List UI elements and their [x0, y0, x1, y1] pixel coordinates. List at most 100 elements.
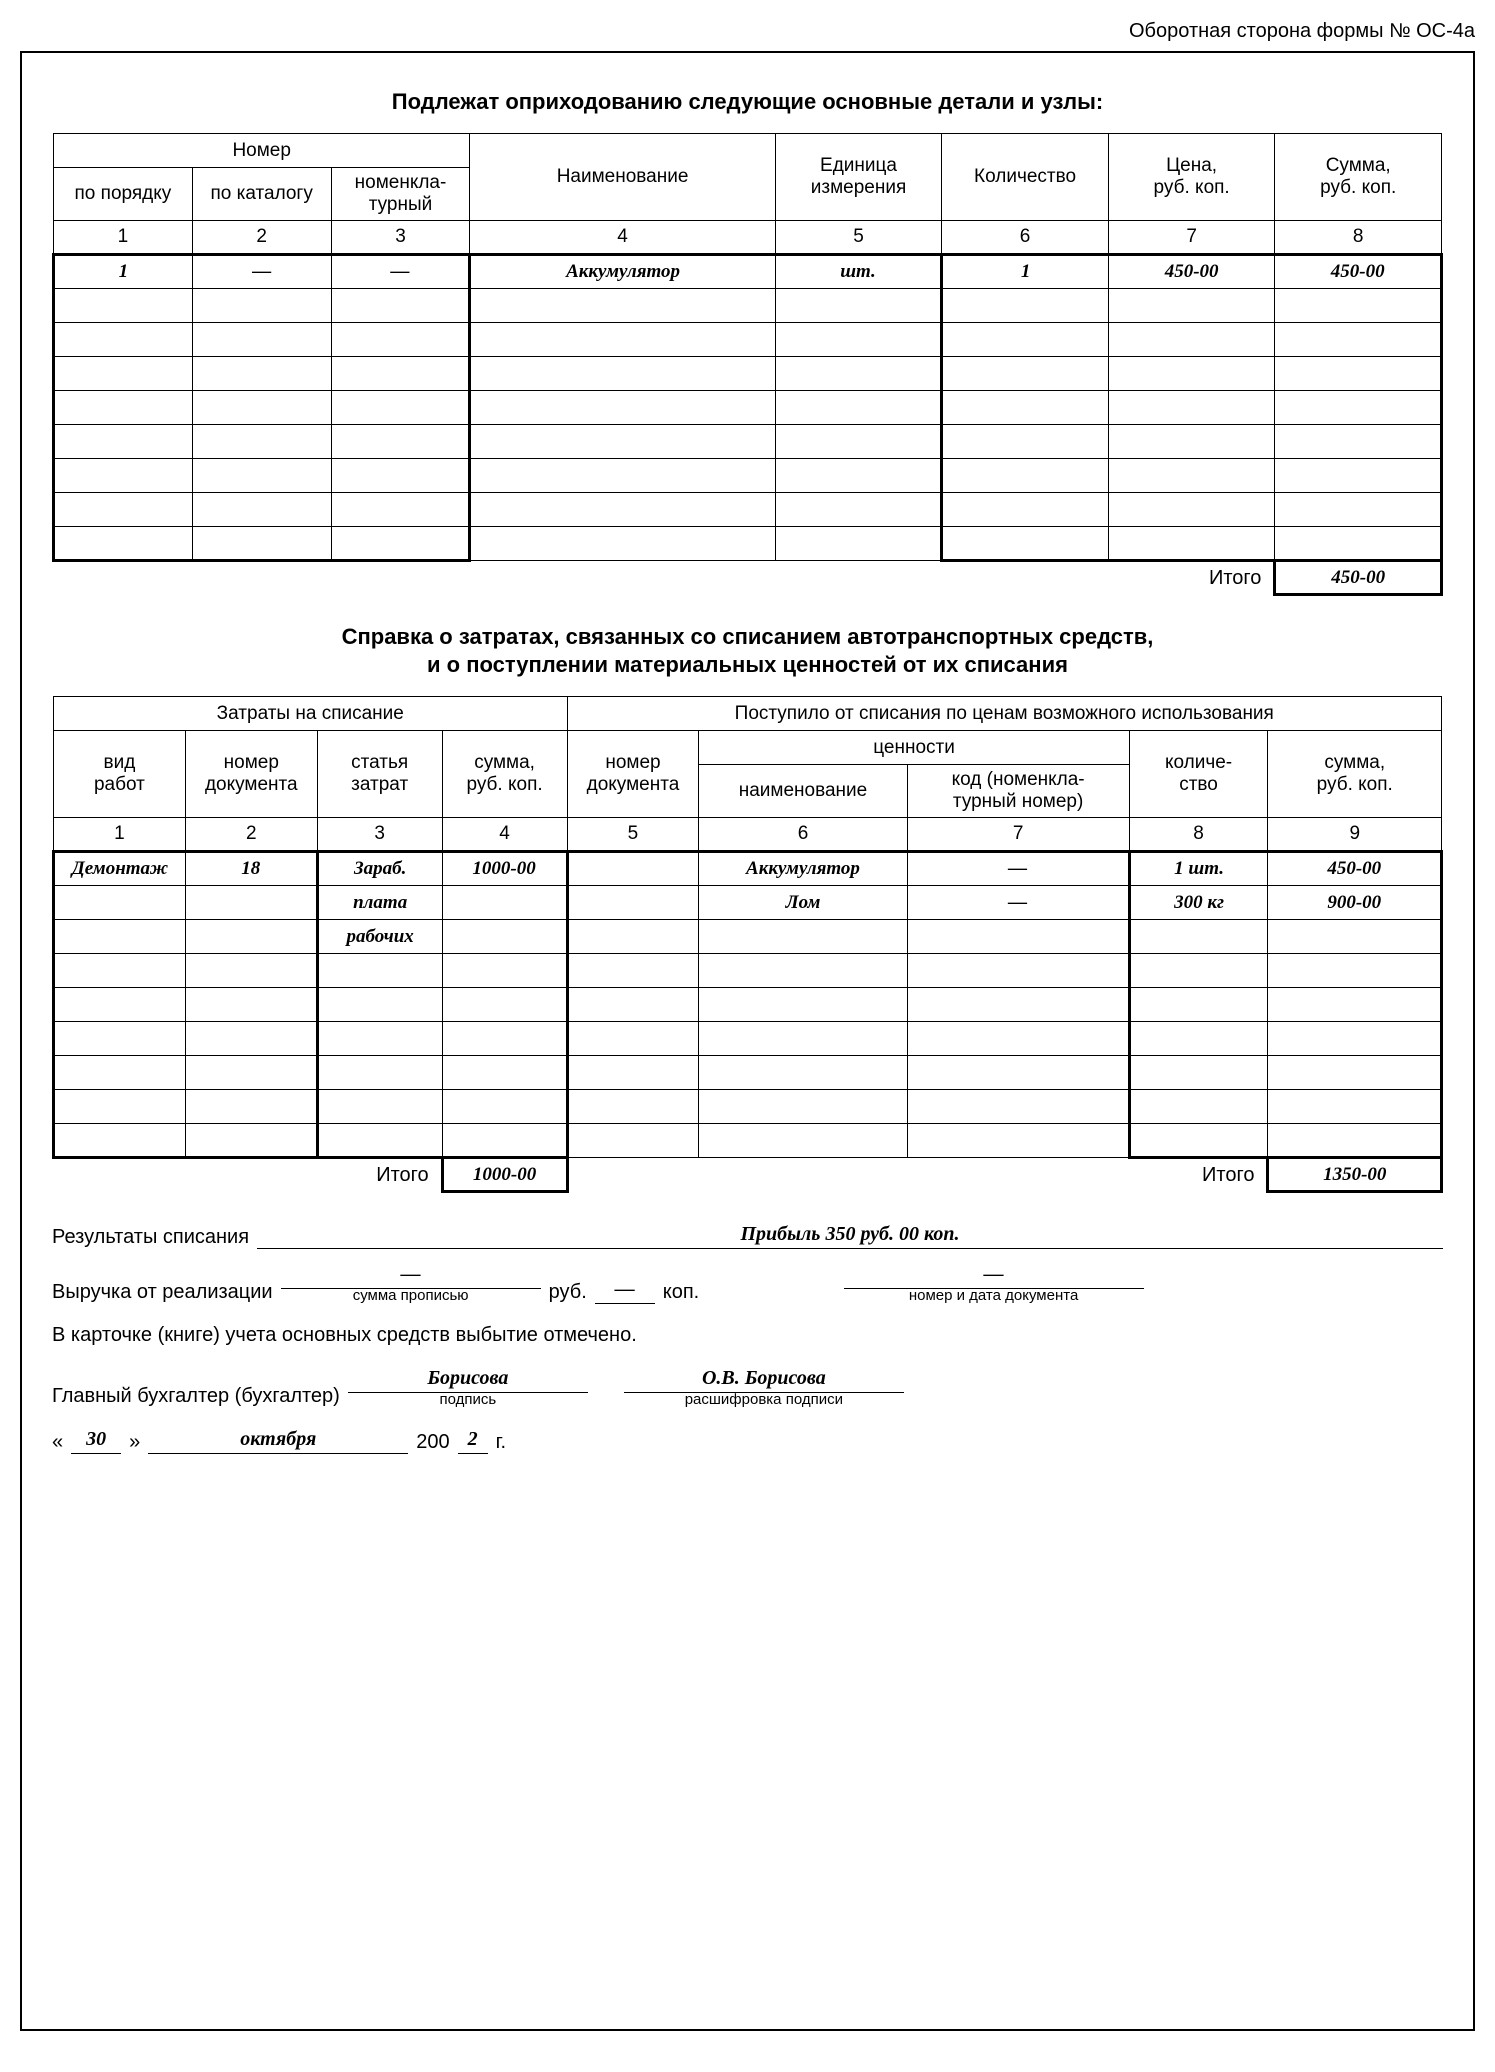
month-fill: октября	[148, 1428, 408, 1454]
t1-h-nomer: Номер	[54, 134, 470, 168]
t2-h-nd1: номер документа	[185, 731, 317, 818]
year-digit: 2	[458, 1428, 488, 1454]
section2-title-l2: и о поступлении материальных ценностей о…	[52, 652, 1443, 678]
t2-r3c1	[54, 920, 186, 954]
t2-r2c6: Лом	[699, 886, 907, 920]
t2-r1c8: 1 шт.	[1129, 852, 1268, 886]
t2-h-summa: сумма, руб. коп.	[442, 731, 567, 818]
section2-title-l1: Справка о затратах, связанных со списани…	[52, 624, 1443, 650]
fullname-fill: О.В. Борисова	[624, 1367, 904, 1393]
t2-r1c4: 1000-00	[442, 852, 567, 886]
year-suffix: г.	[496, 1431, 506, 1454]
t1-itogo-label: Итого	[54, 561, 1275, 595]
t1-cn8: 8	[1275, 221, 1442, 255]
t1-itogo-val: 450-00	[1275, 561, 1442, 595]
kop-label: коп.	[663, 1281, 699, 1304]
t1-h-pop: по порядку	[54, 168, 193, 221]
t2-r3c8	[1129, 920, 1268, 954]
t2-cn2: 2	[185, 818, 317, 852]
quote-close: »	[129, 1431, 140, 1454]
t2-cn6: 6	[699, 818, 907, 852]
t2-cn9: 9	[1268, 818, 1442, 852]
kop-fill: —	[595, 1278, 655, 1304]
t1-cn4: 4	[470, 221, 775, 255]
rassh-sublabel: расшифровка подписи	[624, 1391, 904, 1408]
t2-h-tsennosti: ценности	[699, 731, 1129, 765]
t2-itogo-right: 1350-00	[1268, 1158, 1442, 1192]
t2-r2c4	[442, 886, 567, 920]
table1: Номер Наименование Единица измерения Кол…	[52, 133, 1443, 596]
t2-h-summa2: сумма, руб. коп.	[1268, 731, 1442, 818]
t2-r3c9	[1268, 920, 1442, 954]
t1-r1c3: —	[331, 255, 470, 289]
t2-r3c4	[442, 920, 567, 954]
t1-h-kolvo: Количество	[942, 134, 1109, 221]
t1-cn1: 1	[54, 221, 193, 255]
t2-r3c7	[907, 920, 1129, 954]
summa-prop-fill: —	[281, 1263, 541, 1289]
t2-r2c7: —	[907, 886, 1129, 920]
t2-r1c3: Зараб.	[317, 852, 442, 886]
t2-cn3: 3	[317, 818, 442, 852]
vyruchka-label: Выручка от реализации	[52, 1281, 273, 1304]
t2-r3c5	[567, 920, 699, 954]
t1-r1c2: —	[192, 255, 331, 289]
t2-r2c2	[185, 886, 317, 920]
t2-cn4: 4	[442, 818, 567, 852]
t2-cn5: 5	[567, 818, 699, 852]
glavbuh-label: Главный бухгалтер (бухгалтер)	[52, 1385, 340, 1408]
t2-r2c5	[567, 886, 699, 920]
t1-r1c4: Аккумулятор	[470, 255, 775, 289]
t2-r2c8: 300 кг	[1129, 886, 1268, 920]
t1-h-summa: Сумма, руб. коп.	[1275, 134, 1442, 221]
summa-prop-sublabel: сумма прописью	[281, 1287, 541, 1304]
sig-fill: Борисова	[348, 1367, 588, 1393]
t2-r1c7: —	[907, 852, 1129, 886]
t1-r1c6: 1	[942, 255, 1109, 289]
t1-r1c7: 450-00	[1108, 255, 1275, 289]
t2-h-zatraty: Затраты на списание	[54, 697, 568, 731]
t1-cn2: 2	[192, 221, 331, 255]
t2-r3c6	[699, 920, 907, 954]
t1-r1c5: шт.	[775, 255, 942, 289]
podpis-sublabel: подпись	[348, 1391, 588, 1408]
t2-itogo-right-label: Итого	[567, 1158, 1268, 1192]
table2: Затраты на списание Поступило от списани…	[52, 696, 1443, 1193]
t1-cn6: 6	[942, 221, 1109, 255]
t2-cn8: 8	[1129, 818, 1268, 852]
t2-h-nd2: номер документа	[567, 731, 699, 818]
t2-r1c2: 18	[185, 852, 317, 886]
rezult-val: Прибыль 350 руб. 00 коп.	[257, 1223, 1443, 1249]
t2-cn7: 7	[907, 818, 1129, 852]
nomer-data-fill: —	[844, 1263, 1144, 1289]
t1-h-edizm: Единица измерения	[775, 134, 942, 221]
rub-label: руб.	[549, 1281, 587, 1304]
t2-itogo-left: 1000-00	[442, 1158, 567, 1192]
t2-r2c3: плата	[317, 886, 442, 920]
section1-title: Подлежат оприходованию следующие основны…	[52, 89, 1443, 115]
t1-cn7: 7	[1108, 221, 1275, 255]
t2-r1c5	[567, 852, 699, 886]
kartochka-text: В карточке (книге) учета основных средст…	[52, 1324, 1443, 1347]
t2-r1c1: Демонтаж	[54, 852, 186, 886]
t2-r2c9: 900-00	[1268, 886, 1442, 920]
t2-cn1: 1	[54, 818, 186, 852]
t2-r3c2	[185, 920, 317, 954]
t1-h-tsena: Цена, руб. коп.	[1108, 134, 1275, 221]
t1-cn3: 3	[331, 221, 470, 255]
t2-h-naimen: наименование	[699, 765, 907, 818]
quote-open: «	[52, 1431, 63, 1454]
t2-h-statya: статья затрат	[317, 731, 442, 818]
rezult-label: Результаты списания	[52, 1226, 249, 1249]
t1-h-naimen: Наименование	[470, 134, 775, 221]
t2-h-postupilo: Поступило от списания по ценам возможног…	[567, 697, 1441, 731]
t2-r1c9: 450-00	[1268, 852, 1442, 886]
outer-frame: Подлежат оприходованию следующие основны…	[20, 51, 1475, 2031]
t2-h-vid: вид работ	[54, 731, 186, 818]
t1-cn5: 5	[775, 221, 942, 255]
t2-itogo-left-label: Итого	[54, 1158, 443, 1192]
t1-r1c1: 1	[54, 255, 193, 289]
form-label: Оборотная сторона формы № ОС-4а	[20, 20, 1475, 43]
year-prefix: 200	[416, 1431, 449, 1454]
t2-r2c1	[54, 886, 186, 920]
